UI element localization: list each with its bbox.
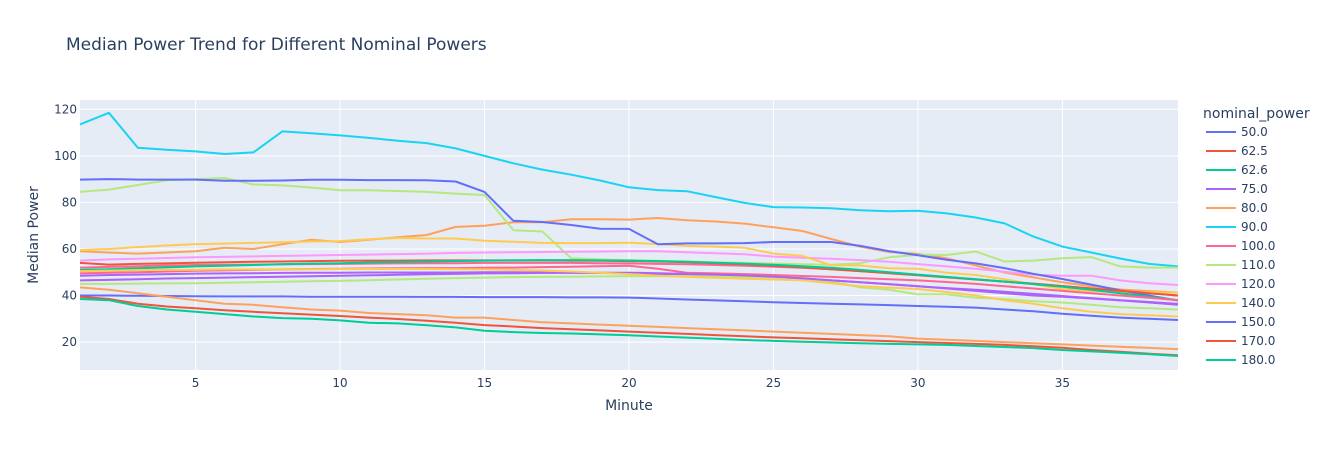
legend-title: nominal_power <box>1203 106 1310 122</box>
series-line-10 <box>79 178 1179 302</box>
legend-item[interactable]: 100.0 <box>1206 239 1275 253</box>
legend-item[interactable]: 80.0 <box>1206 201 1268 215</box>
series-line-5 <box>79 111 1179 268</box>
series-line-12 <box>79 259 1179 302</box>
legend-label: 180.0 <box>1241 353 1275 367</box>
y-axis-title: Median Power <box>26 186 42 284</box>
legend-item[interactable]: 150.0 <box>1206 315 1275 329</box>
legend-label: 120.0 <box>1241 277 1275 291</box>
y-tick-label: 100 <box>54 149 77 163</box>
legend-item[interactable]: 120.0 <box>1206 277 1275 291</box>
legend-item[interactable]: 110.0 <box>1206 258 1275 272</box>
legend-label: 62.6 <box>1241 163 1268 177</box>
x-axis-title: Minute <box>605 398 653 414</box>
legend-item[interactable]: 170.0 <box>1206 334 1275 348</box>
x-tick-label: 25 <box>766 376 781 390</box>
series-line-1 <box>79 295 1179 357</box>
series-line-9 <box>79 237 1178 294</box>
legend-item[interactable]: 62.5 <box>1206 144 1268 158</box>
legend-item[interactable]: 180.0 <box>1206 353 1275 367</box>
series-line-17 <box>79 268 1179 318</box>
chart-title: Median Power Trend for Different Nominal… <box>66 35 487 55</box>
legend-item[interactable]: 75.0 <box>1206 182 1268 196</box>
legend-label: 170.0 <box>1241 334 1275 348</box>
series-line-8 <box>79 250 1179 286</box>
x-tick-label: 15 <box>477 376 492 390</box>
y-tick-label: 80 <box>62 195 77 209</box>
legend-label: 50.0 <box>1241 125 1268 139</box>
legend-label: 140.0 <box>1241 296 1275 310</box>
legend-item[interactable]: 62.6 <box>1206 163 1268 177</box>
series-line-0 <box>80 294 1179 321</box>
y-tick-label: 20 <box>62 335 77 349</box>
legend-item[interactable]: 90.0 <box>1206 220 1268 234</box>
x-tick-label: 10 <box>332 376 347 390</box>
legend-item[interactable]: 140.0 <box>1206 296 1275 310</box>
y-tick-label: 40 <box>62 289 77 303</box>
legend[interactable]: 50.0 62.5 62.6 75.0 80.0 90.0 100.0 110.0 120.0 1… <box>1206 125 1275 367</box>
x-tick-label: 30 <box>910 376 925 390</box>
y-tick-label: 120 <box>54 102 77 116</box>
legend-label: 90.0 <box>1241 220 1268 234</box>
x-tick-label: 35 <box>1055 376 1070 390</box>
legend-label: 100.0 <box>1241 239 1275 253</box>
series-line-13 <box>79 286 1179 351</box>
x-tick-label: 5 <box>192 376 200 390</box>
legend-item[interactable]: 50.0 <box>1206 125 1268 139</box>
x-tick-label: 20 <box>621 376 636 390</box>
series-line-2 <box>79 298 1179 357</box>
y-tick-label: 60 <box>62 242 77 256</box>
legend-label: 75.0 <box>1241 182 1268 196</box>
legend-label: 62.5 <box>1241 144 1268 158</box>
axis-ticks: 5 10 15 20 25 30 35 20 40 60 80 100 120 <box>54 102 1070 390</box>
series-line-16 <box>79 271 1179 306</box>
legend-label: 110.0 <box>1241 258 1275 272</box>
series-layer <box>79 111 1179 357</box>
legend-label: 80.0 <box>1241 201 1268 215</box>
legend-label: 150.0 <box>1241 315 1275 329</box>
